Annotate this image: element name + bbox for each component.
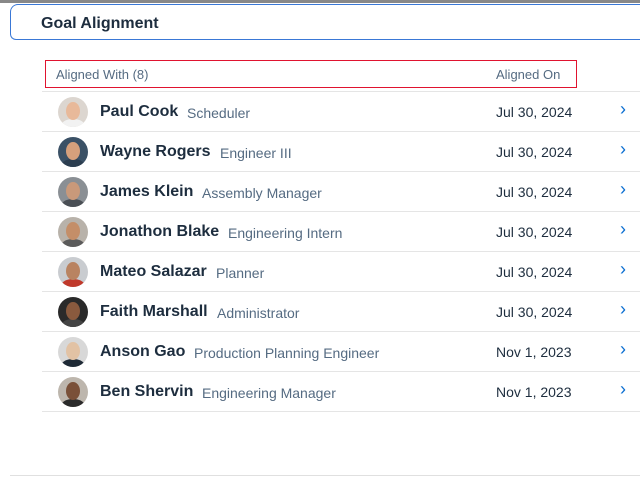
aligned-date: Jul 30, 2024 — [496, 144, 573, 160]
person-name[interactable]: Anson Gao — [100, 343, 186, 360]
divider — [42, 91, 640, 92]
section-title: Goal Alignment — [41, 15, 159, 32]
table-row[interactable]: Mateo Salazar Planner Jul 30, 2024 › — [42, 252, 640, 292]
person-name[interactable]: Jonathon Blake — [100, 223, 220, 240]
person-name[interactable]: Mateo Salazar — [100, 263, 207, 280]
chevron-right-icon[interactable]: › — [620, 139, 626, 159]
aligned-date: Jul 30, 2024 — [496, 104, 573, 120]
chevron-right-icon[interactable]: › — [620, 259, 626, 279]
person-role: Production Planning Engineer — [194, 345, 380, 361]
table-row[interactable]: Anson Gao Production Planning Engineer No… — [42, 332, 640, 372]
person-role: Engineer III — [220, 145, 292, 161]
avatar — [58, 137, 88, 167]
table-row[interactable]: Ben Shervin Engineering Manager Nov 1, 20… — [42, 372, 640, 412]
person-role: Planner — [216, 265, 265, 281]
aligned-date: Jul 30, 2024 — [496, 224, 573, 240]
chevron-right-icon[interactable]: › — [620, 299, 626, 319]
chevron-right-icon[interactable]: › — [620, 339, 626, 359]
table-row[interactable]: Wayne Rogers Engineer III Jul 30, 2024 › — [42, 132, 640, 172]
aligned-date: Nov 1, 2023 — [496, 384, 572, 400]
column-aligned-on[interactable]: Aligned On — [496, 67, 561, 82]
person-name[interactable]: Wayne Rogers — [100, 143, 211, 160]
chevron-right-icon[interactable]: › — [620, 379, 626, 399]
person-role: Engineering Manager — [202, 385, 336, 401]
person-name[interactable]: Faith Marshall — [100, 303, 208, 320]
person-role: Engineering Intern — [228, 225, 343, 241]
aligned-date: Jul 30, 2024 — [496, 304, 573, 320]
person-role: Scheduler — [187, 105, 251, 121]
chevron-right-icon[interactable]: › — [620, 179, 626, 199]
chevron-right-icon[interactable]: › — [620, 99, 626, 119]
person-name[interactable]: James Klein — [100, 183, 194, 200]
chevron-right-icon[interactable]: › — [620, 219, 626, 239]
table-row[interactable]: Paul Cook Scheduler Jul 30, 2024 › — [42, 92, 640, 132]
aligned-date: Nov 1, 2023 — [496, 344, 572, 360]
aligned-date: Jul 30, 2024 — [496, 184, 573, 200]
top-edge — [0, 0, 640, 3]
avatar — [58, 297, 88, 327]
avatar — [58, 177, 88, 207]
avatar — [58, 217, 88, 247]
divider — [10, 475, 640, 476]
person-name[interactable]: Ben Shervin — [100, 383, 194, 400]
table-row[interactable]: James Klein Assembly Manager Jul 30, 2024… — [42, 172, 640, 212]
person-role: Assembly Manager — [202, 185, 322, 201]
avatar — [58, 337, 88, 367]
column-aligned-with[interactable]: Aligned With (8) — [56, 67, 149, 82]
person-role: Administrator — [217, 305, 300, 321]
column-header-row: Aligned With (8) Aligned On — [45, 60, 577, 88]
avatar — [58, 257, 88, 287]
goal-alignment-header: Goal Alignment — [10, 4, 640, 40]
aligned-date: Jul 30, 2024 — [496, 264, 573, 280]
table-row[interactable]: Faith Marshall Administrator Jul 30, 2024… — [42, 292, 640, 332]
person-name[interactable]: Paul Cook — [100, 103, 179, 120]
avatar — [58, 97, 88, 127]
avatar — [58, 377, 88, 407]
table-row[interactable]: Jonathon Blake Engineering Intern Jul 30,… — [42, 212, 640, 252]
